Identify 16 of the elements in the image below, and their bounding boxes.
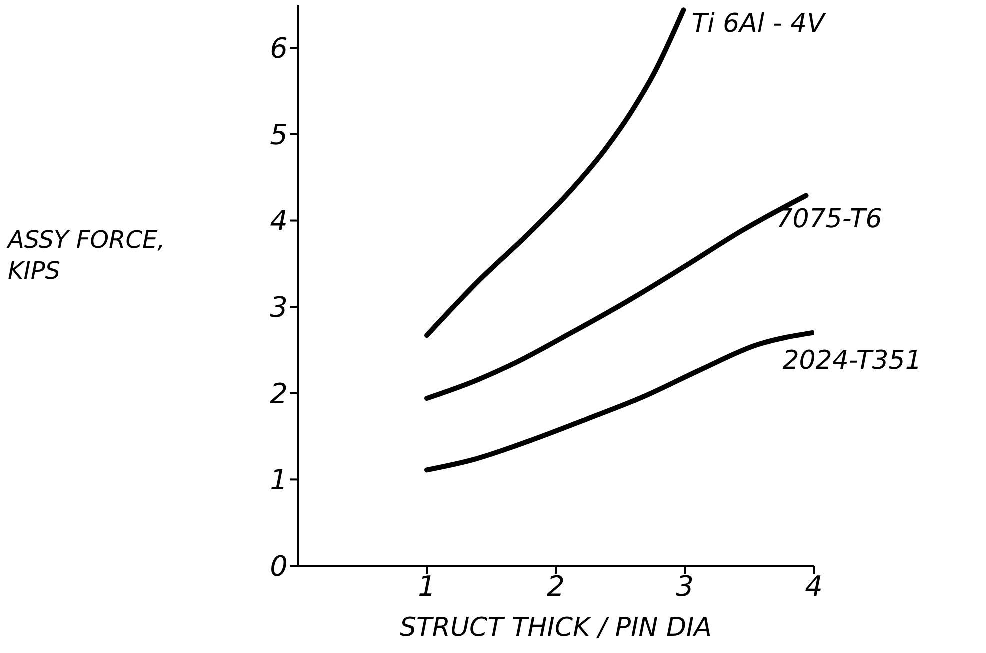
series-label: 2024-T351 [782,346,922,376]
series-label: Ti 6Al - 4V [692,9,828,40]
x-tick-label: 4 [805,570,823,603]
y-tick-label: 5 [270,118,288,152]
y-tick-label: 4 [270,204,288,238]
y-tick-label: 1 [270,464,288,497]
y-axis-title: ASSY FORCE, KIPS [8,225,166,288]
x-axis-title: STRUCT THICK / PIN DIA [400,613,712,643]
x-tick-label: 1 [418,570,436,603]
y-tick-label: 0 [270,550,288,583]
x-tick-label: 2 [547,570,565,603]
y-tick-label: 2 [270,377,288,410]
y-tick-label: 6 [270,32,288,66]
x-tick-label: 3 [676,570,694,603]
series-label: 7075-T6 [776,204,882,235]
y-tick-label: 3 [270,291,288,324]
